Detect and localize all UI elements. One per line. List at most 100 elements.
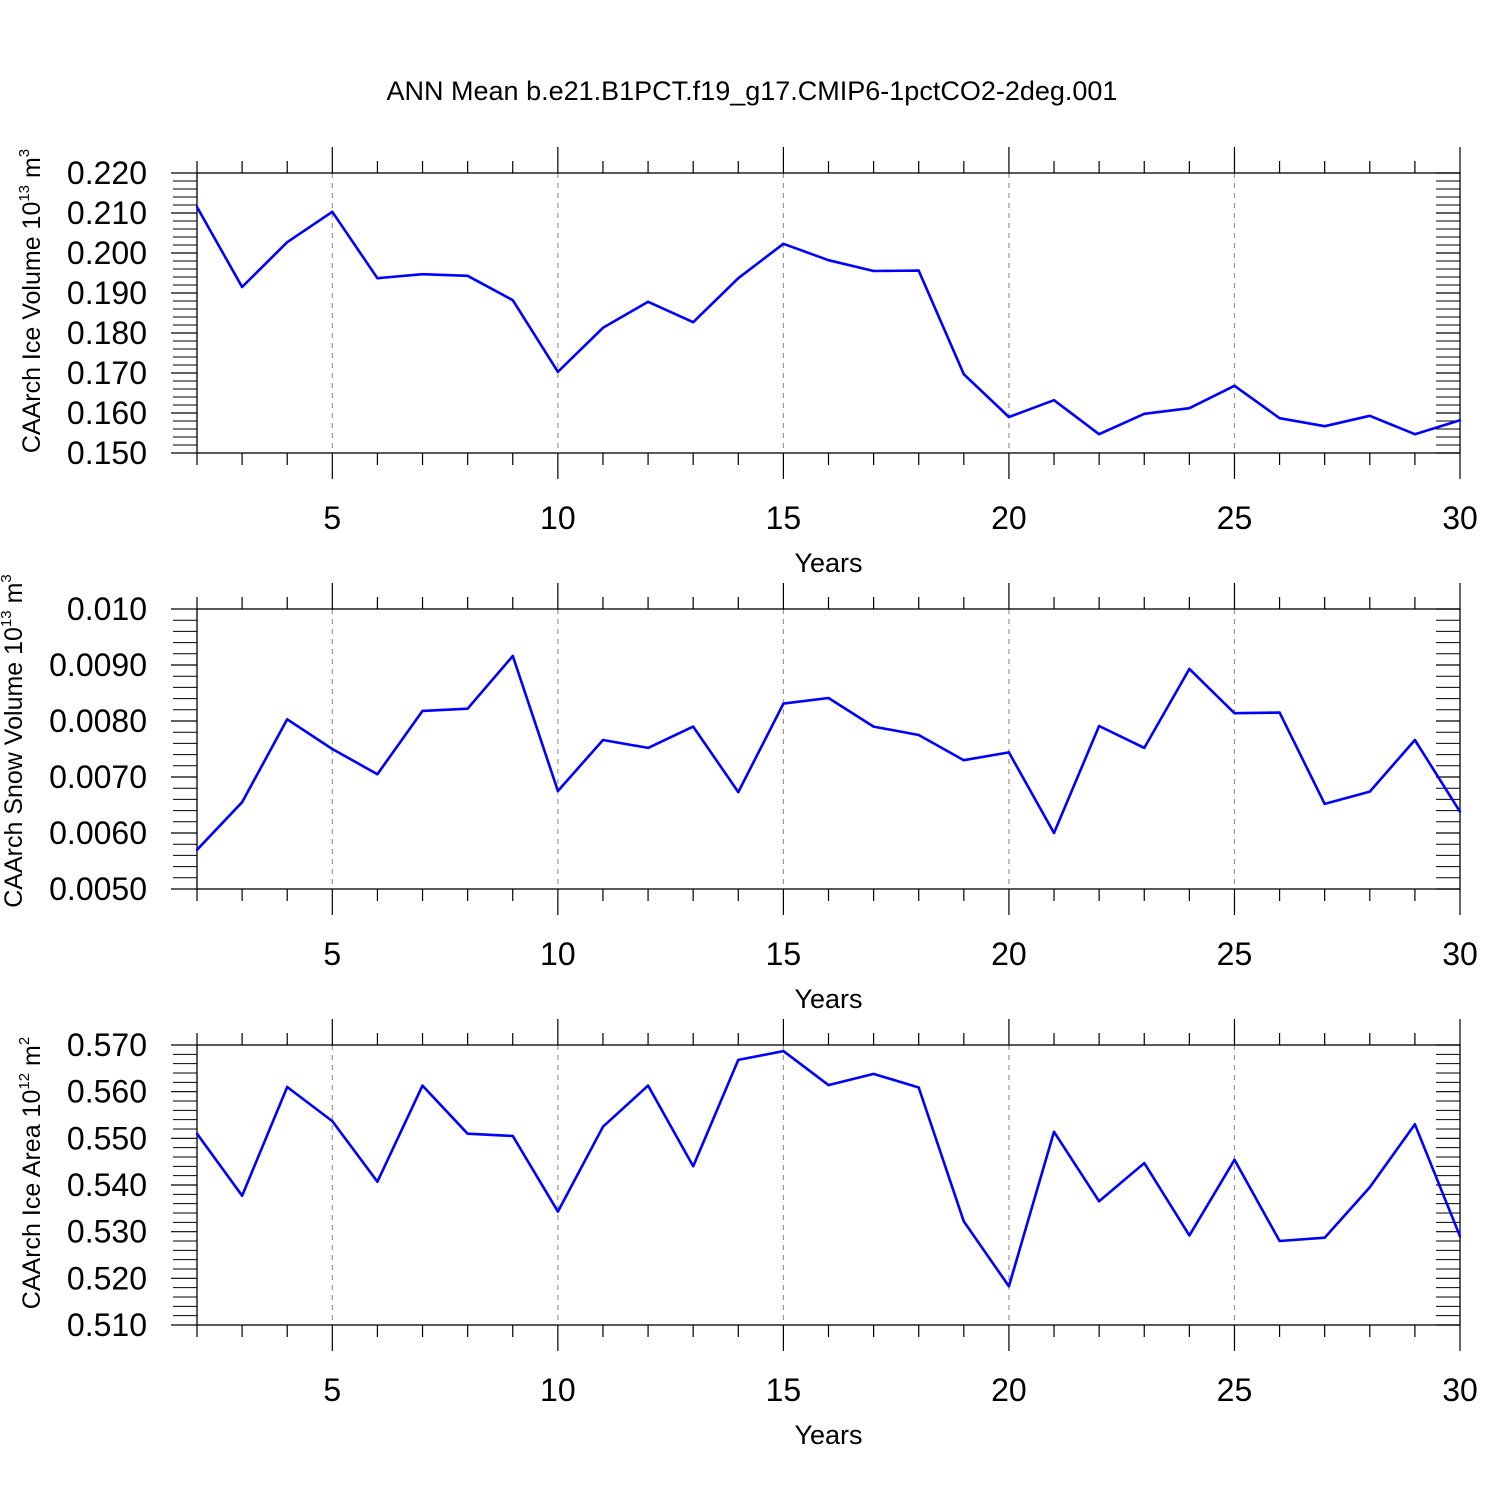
data-point [782,1049,785,1053]
data-point [1413,433,1417,436]
y-axis-label: CAArch Ice Volume 1013 m3 [16,149,46,453]
panel-1: 0.150 0.160 0.170 0.180 0.190 0.200 0.210 0.220… [16,147,1478,578]
data-point [872,725,875,728]
data-point [1323,1236,1326,1239]
data-point [1278,711,1281,714]
y-axis-label-exp: 12 [16,1073,33,1090]
data-point [376,277,379,280]
data-point [601,1125,605,1128]
data-point [646,746,650,750]
y-tick-label: 0.200 [67,235,147,271]
y-tick-label: 0.0090 [49,647,147,683]
y-tick-label: 0.560 [67,1074,147,1110]
y-tick-label: 0.210 [67,195,147,231]
y-tick-label: 0.530 [67,1214,147,1250]
data-point [1143,746,1146,750]
y-axis-label-unit-exp: 3 [16,149,33,157]
data-point [286,718,289,721]
data-point [1368,790,1371,793]
data-point [601,326,605,329]
y-axis-label: CAArch Ice Area 1012 m2 [16,1037,46,1309]
x-tick-label: 15 [766,500,802,536]
x-tick-label: 20 [991,936,1027,972]
data-point [1413,1123,1417,1126]
data-point [917,733,920,737]
data-point [1233,711,1236,715]
y-tick-label: 0.150 [67,435,147,471]
x-tick-label: 10 [540,1372,576,1408]
x-tick-label: 30 [1442,500,1478,536]
x-axis-label: Years [794,984,862,1014]
x-axis-label: Years [794,548,862,578]
y-tick-label: 0.0080 [49,703,147,739]
data-point [1097,1200,1101,1203]
data-point [962,759,966,762]
panel-3: 0.510 0.520 0.530 0.540 0.550 0.560 0.570 5 10 15… [16,1019,1478,1450]
data-point [827,696,830,700]
data-point [1052,1130,1056,1134]
x-tick-label: 15 [766,1372,802,1408]
data-point [917,1086,920,1089]
y-tick-label: 0.510 [67,1307,147,1343]
x-tick-label: 15 [766,936,802,972]
data-point [962,1220,966,1223]
data-point [511,299,514,302]
data-point [1007,751,1011,754]
data-point [1233,1158,1236,1162]
data-point [1007,1285,1011,1288]
y-tick-label: 0.550 [67,1120,147,1156]
data-point [240,1194,244,1197]
data-point [331,747,334,751]
x-axis-label: Years [794,1420,862,1450]
plot-frame [196,608,1461,890]
data-point [1458,419,1462,422]
x-tick-label: 5 [323,1372,341,1408]
x-tick-label: 10 [540,936,576,972]
x-tick-label: 30 [1442,1372,1478,1408]
y-axis-label-unit-exp: 3 [0,574,15,582]
data-point [646,1084,650,1087]
data-point [1323,425,1326,428]
data-point [511,1134,514,1138]
data-point [376,1180,379,1183]
data-point [691,725,695,728]
data-point [1052,399,1056,402]
y-tick-label: 0.540 [67,1167,147,1203]
data-point [195,1132,199,1135]
data-point [962,373,966,376]
data-point [1007,415,1011,419]
data-point [827,1083,830,1087]
x-tick-label: 5 [323,500,341,536]
y-axis-label-unit: m [18,157,46,185]
data-point [601,738,605,742]
data-point [466,707,469,710]
data-point [872,269,875,273]
y-axis-label-exp: 13 [0,610,15,627]
data-point [556,1210,560,1213]
data-point [466,274,469,277]
data-point [1323,802,1326,806]
series-line [195,1049,1462,1288]
data-point [737,790,740,794]
y-axis-label-main: CAArch Ice Volume 10 [18,202,46,454]
y-tick-label: 0.010 [67,591,147,627]
y-tick-label: 0.170 [67,355,147,391]
x-tick-label: 5 [323,936,341,972]
data-point [646,300,650,303]
y-axis-label-exp: 13 [16,185,33,202]
data-point [331,1119,334,1123]
x-tick-label: 20 [991,1372,1027,1408]
chart-title: ANN Mean b.e21.B1PCT.f19_g17.CMIP6-1pctC… [387,76,1118,106]
data-point [466,1132,469,1135]
x-tick-label: 20 [991,500,1027,536]
data-point [421,1084,424,1087]
data-point [827,259,830,262]
panel-2: 0.0050 0.0060 0.0070 0.0080 0.0090 0.010 5 10 15… [0,574,1478,1014]
data-point [691,321,695,324]
data-point [1458,810,1462,813]
x-tick-label: 25 [1217,936,1253,972]
data-point [240,285,244,289]
series-line [195,206,1461,436]
series-line [196,654,1462,851]
